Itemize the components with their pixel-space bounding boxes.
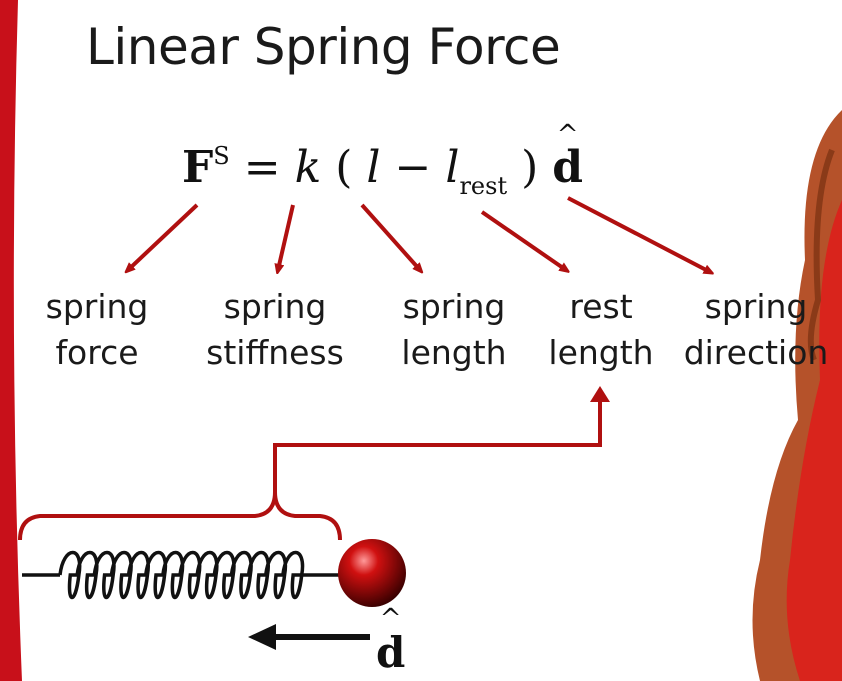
label-spring-stiffness: spring stiffness <box>200 284 350 376</box>
bracket-connector <box>273 398 602 492</box>
label-line: stiffness <box>206 333 344 372</box>
arrow-to-rest-length <box>480 210 566 270</box>
rest-length-arrowhead <box>590 386 610 402</box>
spring-bracket <box>18 491 342 541</box>
direction-vector-letter: d <box>376 628 406 677</box>
spring-coil <box>22 550 340 599</box>
label-rest-length: rest length <box>540 284 662 376</box>
label-line: rest <box>569 287 633 326</box>
accent-bar <box>0 0 22 681</box>
arrow-to-spring-direction <box>567 196 710 272</box>
label-line: direction <box>683 333 829 372</box>
arrow-to-spring-stiffness <box>278 204 295 270</box>
spring-force-equation: FS = k ( l − lrest ) ^ d <box>182 120 584 200</box>
length-symbol: l <box>366 142 381 193</box>
force-superscript: S <box>213 142 230 170</box>
direction-vector-label: ^ d <box>376 604 406 677</box>
close-paren: ) <box>521 142 539 193</box>
direction-symbol: ^ d <box>552 120 584 193</box>
slide-title: Linear Spring Force <box>86 18 561 76</box>
label-spring-force: spring force <box>38 284 156 376</box>
minus-sign: − <box>394 142 432 193</box>
hat-icon: ^ <box>379 604 402 634</box>
label-line: length <box>401 333 507 372</box>
mass-ball <box>338 539 406 607</box>
hat-icon: ^ <box>556 120 579 150</box>
arrow-to-spring-length <box>360 203 420 270</box>
label-line: spring <box>704 287 808 326</box>
label-spring-direction: spring direction <box>672 284 840 376</box>
stiffness-symbol: k <box>294 142 322 193</box>
label-spring-length: spring length <box>392 284 516 376</box>
direction-arrowhead <box>248 624 276 650</box>
label-line: spring <box>223 287 327 326</box>
label-line: length <box>548 333 654 372</box>
label-line: spring <box>402 287 506 326</box>
label-line: spring <box>45 287 149 326</box>
rest-length-symbol: l <box>445 142 460 193</box>
rest-subscript: rest <box>459 172 508 200</box>
equals-sign: = <box>243 142 281 193</box>
direction-letter: d <box>552 142 584 193</box>
arrow-to-spring-force <box>128 203 199 270</box>
open-paren: ( <box>335 142 353 193</box>
label-line: force <box>55 333 139 372</box>
force-symbol: F <box>182 142 214 193</box>
